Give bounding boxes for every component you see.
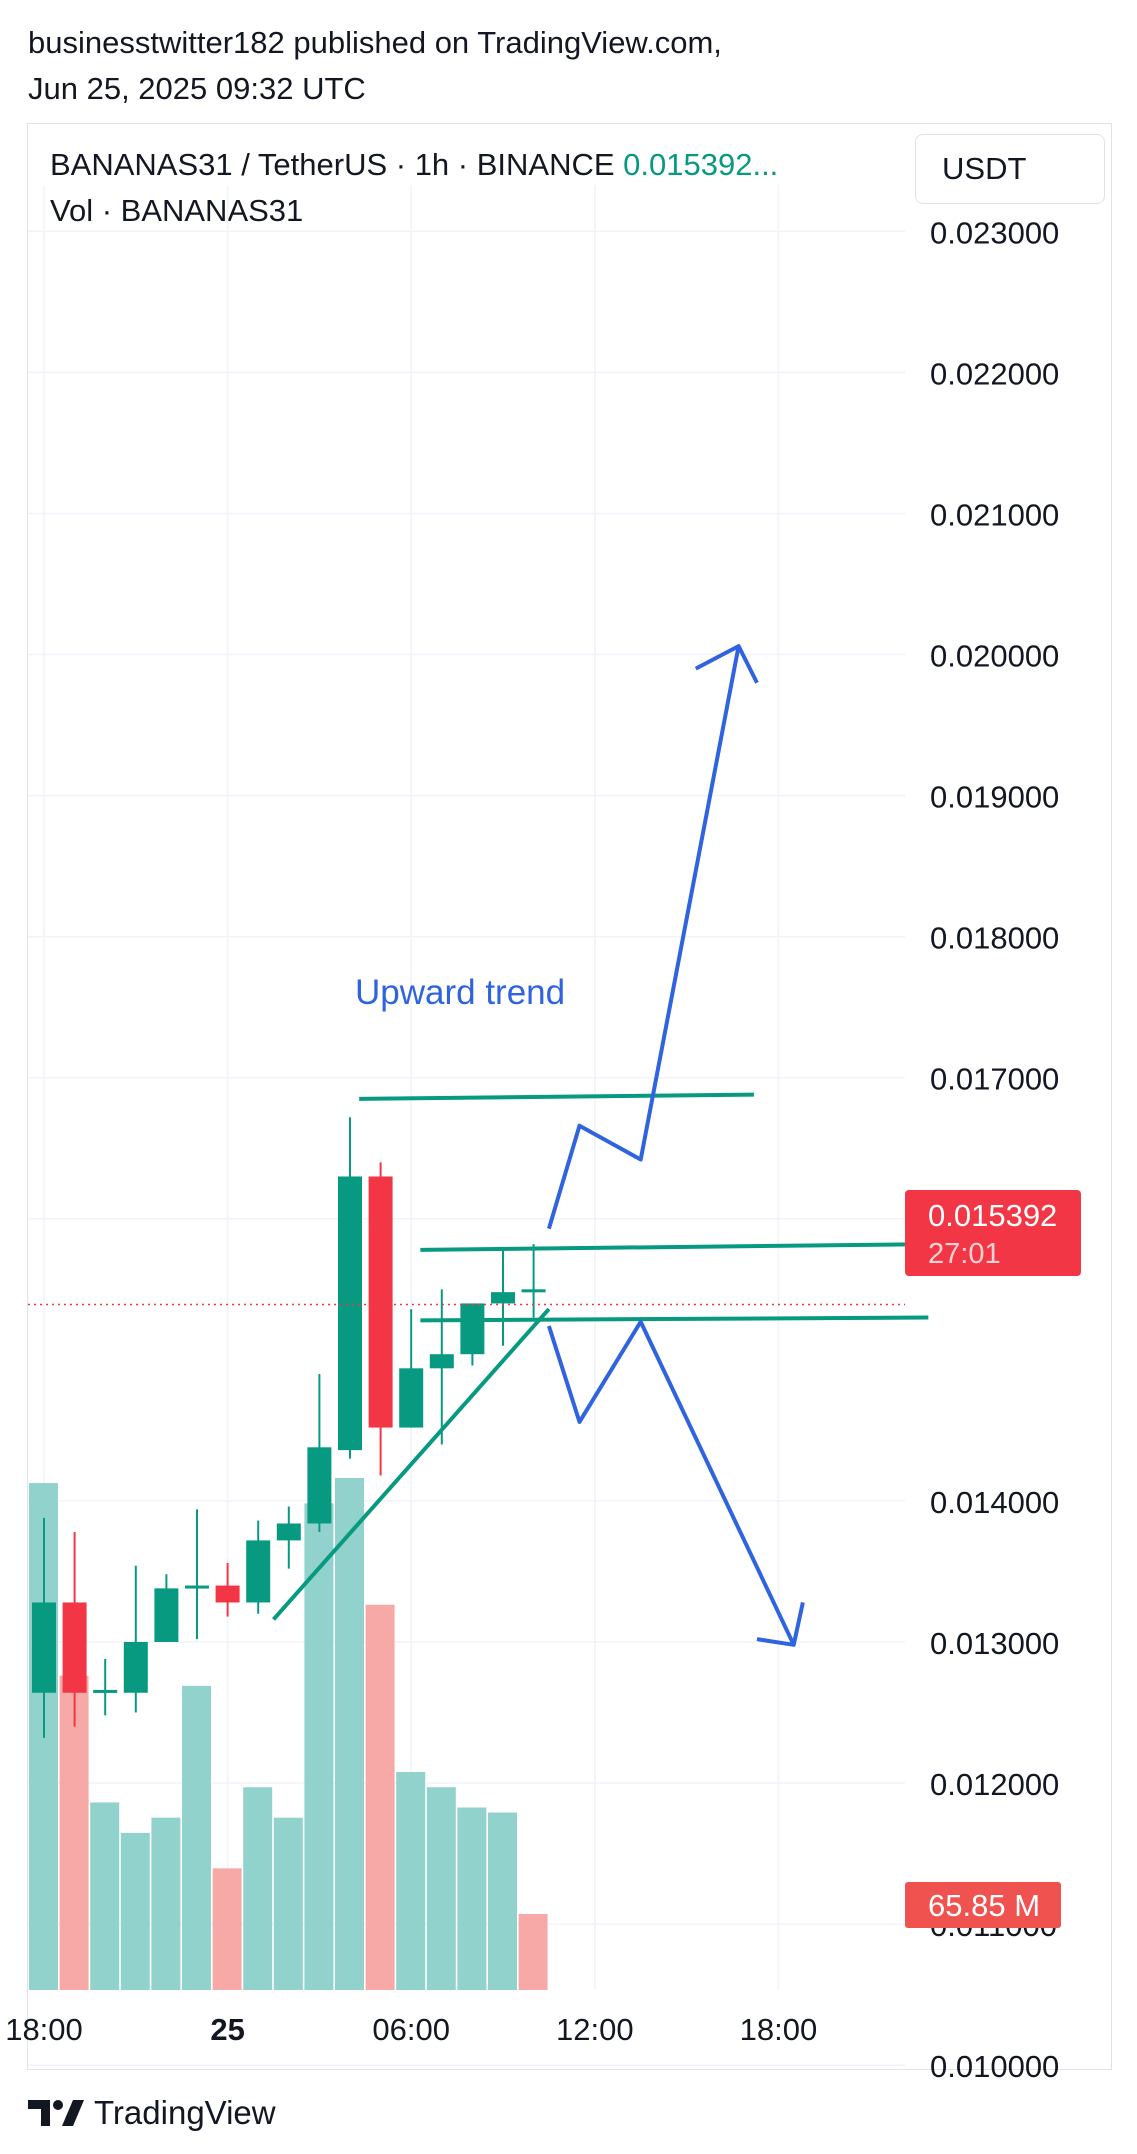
- volume-bar[interactable]: [518, 1913, 548, 1990]
- volume-bar[interactable]: [396, 1772, 426, 1990]
- candle-body[interactable]: [399, 1368, 424, 1428]
- candle-body[interactable]: [368, 1176, 393, 1428]
- candle-body[interactable]: [429, 1354, 454, 1369]
- volume-bar[interactable]: [151, 1817, 181, 1990]
- candle-body[interactable]: [460, 1303, 485, 1355]
- volume-bar[interactable]: [90, 1802, 120, 1990]
- volume-bar[interactable]: [304, 1503, 334, 1990]
- candle-body[interactable]: [276, 1523, 301, 1541]
- candle-body[interactable]: [185, 1585, 209, 1589]
- annotation-upward-trend: Upward trend: [355, 973, 565, 1012]
- candle-body[interactable]: [338, 1176, 362, 1451]
- volume-bar[interactable]: [59, 1675, 89, 1990]
- chart-panel[interactable]: [27, 123, 1112, 2070]
- downward-arrowhead: [756, 1602, 805, 1647]
- time-axis-label: 18:00: [740, 2012, 818, 2047]
- price-axis-label: 0.017000: [930, 1062, 1059, 1097]
- candle-body[interactable]: [123, 1641, 148, 1693]
- symbol-legend[interactable]: BANANAS31 / TetherUS · 1h · BINANCE 0.01…: [50, 142, 778, 188]
- time-axis-label: 18:00: [5, 2012, 83, 2047]
- price-axis-label: 0.020000: [930, 639, 1059, 674]
- volume-bar[interactable]: [243, 1787, 273, 1990]
- price-axis-label: 0.012000: [930, 1767, 1059, 1802]
- publish-info: businesstwitter182 published on TradingV…: [28, 20, 722, 112]
- price-axis-label: 0.022000: [930, 356, 1059, 391]
- volume-bar[interactable]: [120, 1832, 150, 1990]
- currency-button[interactable]: USDT: [915, 134, 1105, 204]
- trend-line[interactable]: [272, 1307, 551, 1621]
- time-axis-label: 12:00: [556, 2012, 634, 2047]
- price-axis-label: 0.021000: [930, 497, 1059, 532]
- upward-arrow-path[interactable]: [546, 645, 741, 1230]
- horizontal-level-line[interactable]: [420, 1242, 929, 1252]
- volume-bar[interactable]: [212, 1868, 242, 1990]
- horizontal-level-line[interactable]: [420, 1315, 929, 1323]
- price-axis-label: 0.019000: [930, 780, 1059, 815]
- candle-body[interactable]: [215, 1585, 240, 1603]
- time-axis-label: 25: [210, 2012, 244, 2047]
- publish-author-line: businesstwitter182 published on TradingV…: [28, 25, 722, 60]
- tradingview-wordmark: TradingView: [94, 2094, 276, 2131]
- symbol-title: BANANAS31 / TetherUS · 1h · BINANCE: [50, 147, 615, 182]
- legend-price: 0.015392...: [623, 147, 779, 182]
- volume-bar[interactable]: [488, 1812, 517, 1990]
- volume-legend[interactable]: Vol · BANANAS31: [50, 193, 304, 228]
- candle-body[interactable]: [154, 1588, 179, 1642]
- bar-countdown-label: 27:01: [928, 1238, 1001, 1270]
- price-axis-label: 0.013000: [930, 1626, 1059, 1661]
- price-axis-label: 0.010000: [930, 2049, 1059, 2084]
- volume-bar[interactable]: [426, 1787, 456, 1990]
- volume-badge: [905, 1882, 1061, 1928]
- publish-date-line: Jun 25, 2025 09:32 UTC: [28, 71, 366, 106]
- candle-body[interactable]: [32, 1602, 56, 1693]
- tradingview-logo-icon: [28, 2100, 84, 2126]
- chart-legend: BANANAS31 / TetherUS · 1h · BINANCE 0.01…: [50, 142, 778, 234]
- upward-arrowhead: [694, 644, 759, 684]
- volume-bar[interactable]: [335, 1478, 364, 1990]
- candle-body[interactable]: [491, 1292, 515, 1304]
- volume-bar[interactable]: [273, 1817, 303, 1990]
- candle-body[interactable]: [521, 1289, 546, 1293]
- volume-value-label: 65.85 M: [928, 1888, 1040, 1923]
- price-axis-label: 0.014000: [930, 1485, 1059, 1520]
- candle-body[interactable]: [93, 1689, 118, 1693]
- volume-bar[interactable]: [365, 1604, 395, 1990]
- candle-body[interactable]: [246, 1540, 271, 1603]
- volume-bar[interactable]: [457, 1807, 487, 1990]
- candle-body[interactable]: [307, 1447, 332, 1524]
- downward-arrow-path[interactable]: [546, 1319, 796, 1646]
- candle-body[interactable]: [62, 1602, 87, 1693]
- tradingview-footer: TradingView: [28, 2094, 276, 2132]
- time-axis-label: 06:00: [372, 2012, 450, 2047]
- last-price-label: 0.015392: [928, 1198, 1057, 1233]
- last-price-badge: [905, 1190, 1081, 1276]
- horizontal-level-line[interactable]: [359, 1092, 754, 1101]
- volume-bar[interactable]: [182, 1685, 211, 1990]
- price-axis-label: 0.023000: [930, 215, 1059, 250]
- price-axis-label: 0.018000: [930, 921, 1059, 956]
